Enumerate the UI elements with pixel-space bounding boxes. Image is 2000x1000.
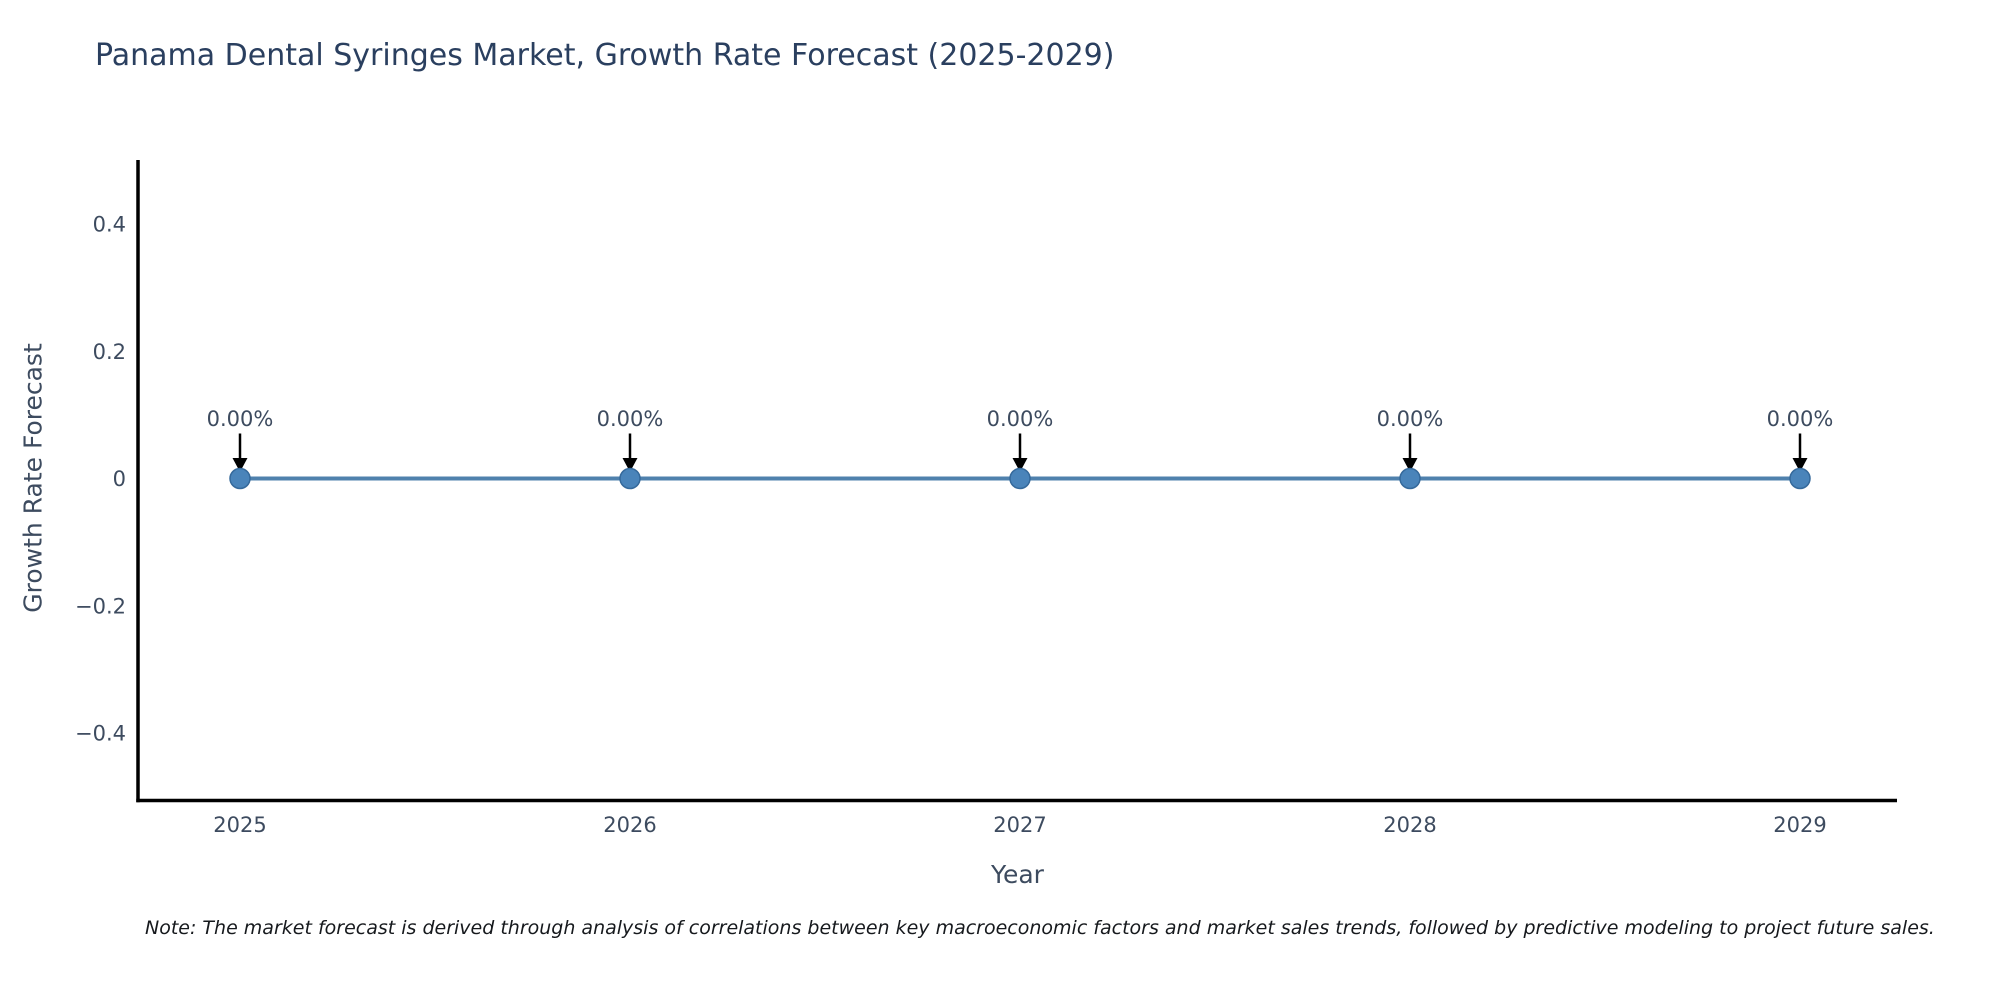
x-tick-label: 2027 [993, 813, 1046, 837]
data-point-marker[interactable] [1789, 467, 1811, 490]
data-point-marker[interactable] [619, 467, 641, 490]
point-value-label: 0.00% [987, 407, 1054, 431]
point-value-label: 0.00% [597, 407, 664, 431]
x-tick-label: 2026 [603, 813, 656, 837]
x-tick-label: 2029 [1773, 813, 1826, 837]
y-tick-label: 0.4 [93, 213, 126, 237]
annotation-arrowhead [1792, 458, 1808, 472]
y-tick-label: 0 [113, 467, 126, 491]
annotation-arrowhead [1012, 458, 1028, 472]
point-value-label: 0.00% [207, 407, 274, 431]
footnote: Note: The market forecast is derived thr… [145, 917, 1935, 939]
y-tick-label: −0.2 [75, 594, 126, 618]
annotation-arrowhead [1402, 458, 1418, 472]
x-tick-label: 2025 [213, 813, 266, 837]
y-tick-label: −0.4 [75, 722, 126, 746]
point-value-label: 0.00% [1767, 407, 1834, 431]
chart-title: Panama Dental Syringes Market, Growth Ra… [95, 38, 1115, 73]
data-point-marker[interactable] [229, 467, 251, 490]
y-tick-label: 0.2 [93, 340, 126, 364]
data-point-marker[interactable] [1399, 467, 1421, 490]
point-value-label: 0.00% [1377, 407, 1444, 431]
x-axis-title: Year [991, 860, 1044, 889]
data-point-marker[interactable] [1009, 467, 1031, 490]
annotation-arrowhead [232, 458, 248, 472]
annotation-arrowhead [622, 458, 638, 472]
x-tick-label: 2028 [1383, 813, 1436, 837]
